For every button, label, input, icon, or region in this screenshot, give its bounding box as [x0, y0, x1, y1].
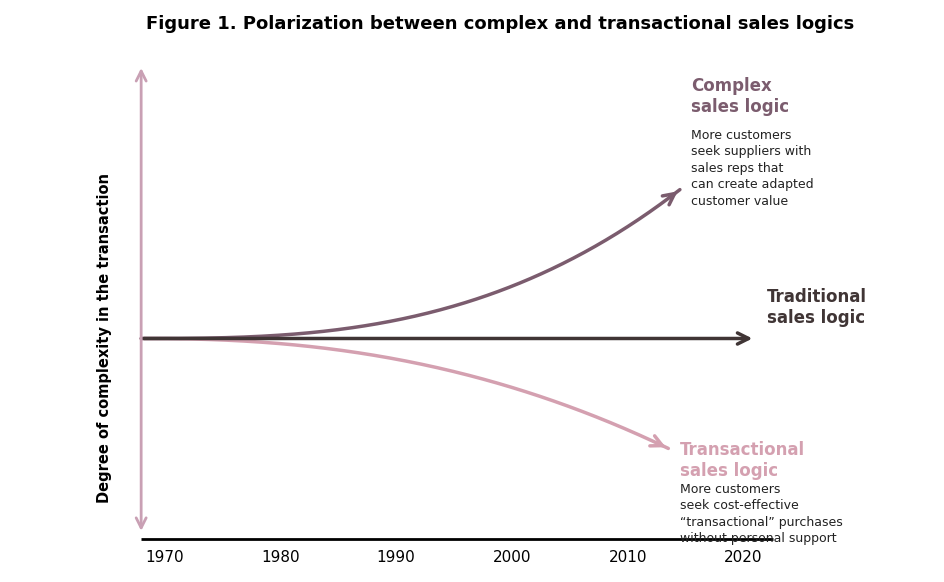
Text: Degree of complexity in the transaction: Degree of complexity in the transaction [97, 173, 112, 503]
Text: 1990: 1990 [377, 551, 415, 565]
Text: 1970: 1970 [145, 551, 184, 565]
Text: Traditional
sales logic: Traditional sales logic [767, 288, 867, 327]
Title: Figure 1. Polarization between complex and transactional sales logics: Figure 1. Polarization between complex a… [146, 15, 854, 33]
Text: 2000: 2000 [493, 551, 531, 565]
Text: 2010: 2010 [609, 551, 647, 565]
Text: More customers
seek cost-effective
“transactional” purchases
without personal su: More customers seek cost-effective “tran… [680, 483, 843, 545]
Text: Transactional
sales logic: Transactional sales logic [680, 441, 805, 480]
Text: 2020: 2020 [724, 551, 763, 565]
Text: Complex
sales logic: Complex sales logic [692, 77, 789, 116]
Text: 1980: 1980 [261, 551, 299, 565]
Text: More customers
seek suppliers with
sales reps that
can create adapted
customer v: More customers seek suppliers with sales… [692, 129, 814, 208]
